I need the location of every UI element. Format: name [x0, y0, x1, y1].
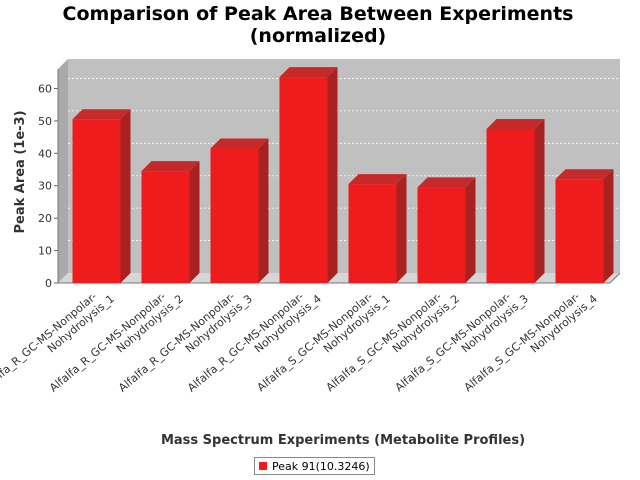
bar	[555, 179, 604, 283]
bar-side	[396, 174, 407, 283]
bar	[348, 184, 397, 283]
bar-side	[465, 177, 476, 283]
y-tick-label: 40	[38, 147, 52, 160]
bar-top	[486, 118, 545, 129]
bar	[279, 77, 328, 283]
bar-top	[279, 67, 338, 78]
bar-side	[534, 118, 545, 283]
y-tick-label: 20	[38, 212, 52, 225]
bar-side	[120, 109, 131, 284]
legend: Peak 91(10.3246)	[254, 457, 375, 475]
x-axis-depth-line	[609, 272, 621, 284]
bar-top	[72, 109, 131, 120]
y-tick-label: 60	[38, 82, 52, 95]
y-tick-label: 30	[38, 180, 52, 193]
legend-label: Peak 91(10.3246)	[272, 459, 370, 473]
bar-top	[210, 138, 269, 149]
chart-title-line-2: (normalized)	[250, 25, 387, 47]
y-tick-label: 10	[38, 245, 52, 258]
bar	[210, 148, 259, 283]
x-tick-label: Alfalfa_S_GC-MS-Nonpolar-Nohydrolysis_4	[462, 282, 600, 404]
chart-title-line-1: Comparison of Peak Area Between Experime…	[63, 3, 574, 25]
bar-side	[603, 169, 614, 283]
bar-side	[327, 67, 338, 283]
bar-top	[141, 161, 200, 172]
bar	[486, 128, 535, 283]
plot-left-wall	[58, 59, 68, 283]
legend-swatch	[259, 462, 267, 470]
bar-side	[189, 161, 200, 283]
bar	[417, 187, 466, 283]
y-axis-label: Peak Area (1e-3)	[13, 110, 28, 233]
bar-top	[417, 177, 476, 188]
bar-top	[555, 169, 614, 180]
plot-area: 0102030405060Alfalfa_R_GC-MS-Nonpolar-No…	[0, 59, 621, 404]
bar-side	[258, 138, 269, 283]
y-tick-label: 0	[45, 277, 52, 290]
bar-top	[348, 174, 407, 185]
bar	[141, 171, 190, 283]
y-tick-label: 50	[38, 115, 52, 128]
plot-floor	[58, 273, 620, 283]
x-axis-label: Mass Spectrum Experiments (Metabolite Pr…	[161, 433, 525, 448]
bar	[72, 119, 121, 284]
